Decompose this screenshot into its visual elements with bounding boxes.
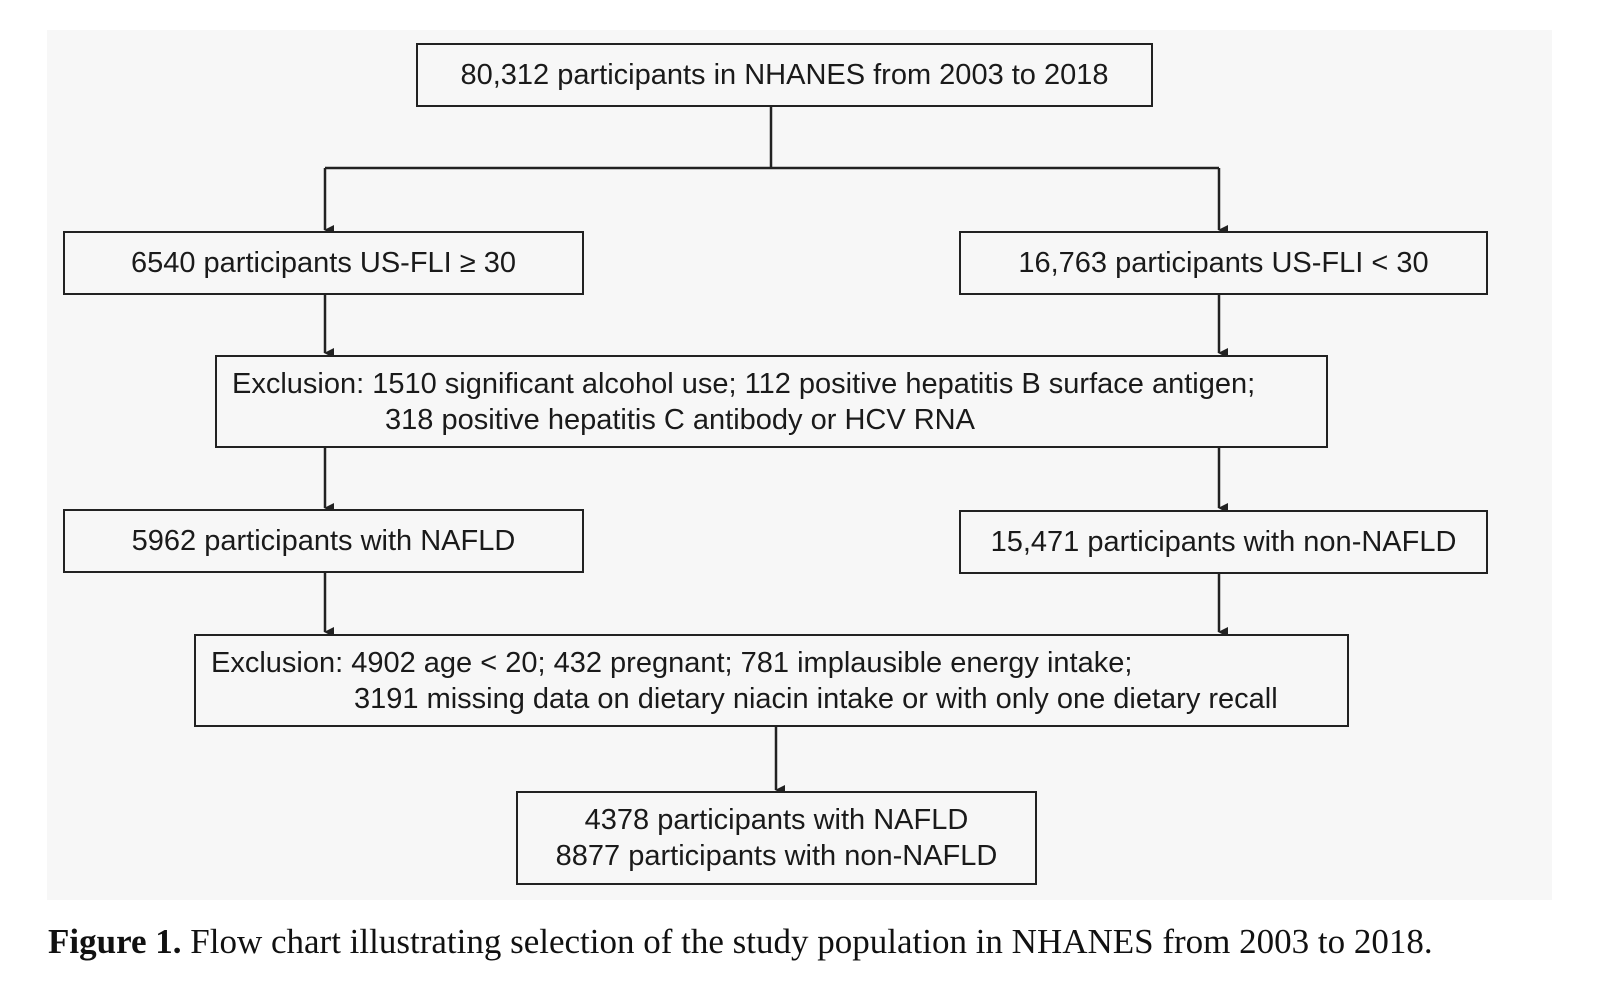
box-exclusion-2: Exclusion: 4902 age < 20; 432 pregnant; … [194, 634, 1349, 727]
caption-label: Figure 1. [48, 922, 182, 961]
box-exclusion-1: Exclusion: 1510 significant alcohol use;… [215, 355, 1328, 448]
figure-caption: Figure 1. Flow chart illustrating select… [48, 922, 1433, 962]
final-cohort-line-2: 8877 participants with non-NAFLD [555, 840, 998, 872]
exclusion-1-line-1: Exclusion: 1510 significant alcohol use;… [232, 367, 1256, 400]
box-nafld: 5962 participants with NAFLD [63, 509, 584, 573]
box-non-nafld-text: 15,471 participants with non-NAFLD [990, 526, 1457, 558]
box-total-participants-text: 80,312 participants in NHANES from 2003 … [460, 59, 1109, 91]
box-us-fli-high: 6540 participants US-FLI ≥ 30 [63, 231, 584, 295]
exclusion-1-line-2: 318 positive hepatitis C antibody or HCV… [385, 403, 975, 436]
box-non-nafld: 15,471 participants with non-NAFLD [959, 510, 1488, 574]
box-total-participants: 80,312 participants in NHANES from 2003 … [416, 43, 1153, 107]
box-us-fli-low-text: 16,763 participants US-FLI < 30 [1018, 247, 1429, 279]
box-nafld-text: 5962 participants with NAFLD [131, 525, 516, 557]
box-final-cohort: 4378 participants with NAFLD 8877 partic… [516, 791, 1037, 885]
exclusion-2-line-2: 3191 missing data on dietary niacin inta… [354, 682, 1278, 715]
exclusion-2-line-1: Exclusion: 4902 age < 20; 432 pregnant; … [211, 646, 1133, 679]
figure-panel [47, 30, 1552, 900]
final-cohort-line-1: 4378 participants with NAFLD [584, 804, 969, 836]
box-us-fli-low: 16,763 participants US-FLI < 30 [959, 231, 1488, 295]
caption-text: Flow chart illustrating selection of the… [190, 922, 1433, 961]
box-us-fli-high-text: 6540 participants US-FLI ≥ 30 [130, 247, 517, 279]
